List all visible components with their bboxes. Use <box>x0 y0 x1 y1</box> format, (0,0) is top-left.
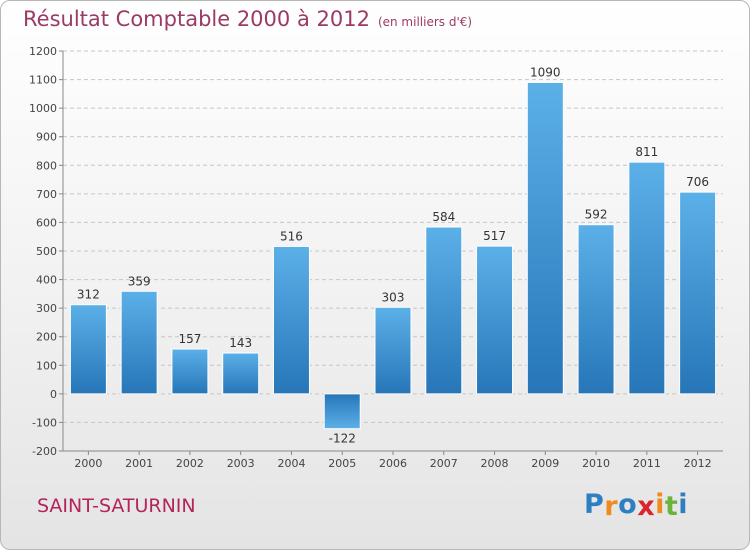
x-tick-label-2009: 2009 <box>531 457 559 470</box>
x-tick-label-2007: 2007 <box>430 457 458 470</box>
bar-2001[interactable] <box>120 290 158 395</box>
data-label-2011: 811 <box>635 145 658 159</box>
y-tick-label: 0 <box>50 388 57 401</box>
bar-2009[interactable] <box>526 81 564 395</box>
data-label-2007: 584 <box>432 210 455 224</box>
chart-subtitle: (en milliers d'€) <box>377 15 473 29</box>
x-tick-label-2008: 2008 <box>481 457 509 470</box>
bar-2011[interactable] <box>628 161 666 395</box>
x-tick-label-2011: 2011 <box>633 457 661 470</box>
chart-title-block: Résultat Comptable 2000 à 2012 (en millie… <box>23 7 472 31</box>
bar-2002[interactable] <box>171 348 209 395</box>
x-tick-label-2012: 2012 <box>684 457 712 470</box>
y-tick-label: 300 <box>36 302 57 315</box>
logo-letter: r <box>604 491 619 522</box>
x-tick-label-2000: 2000 <box>74 457 102 470</box>
logo-letter: P <box>584 489 605 520</box>
data-label-2004: 516 <box>280 229 303 243</box>
x-tick-label-2005: 2005 <box>328 457 356 470</box>
y-tick-label: 400 <box>36 274 57 287</box>
bar-2000[interactable] <box>69 304 107 395</box>
bar-2010[interactable] <box>577 224 615 395</box>
chart-title: Résultat Comptable 2000 à 2012 <box>23 7 370 31</box>
data-label-2012: 706 <box>686 175 709 189</box>
data-label-2005: -122 <box>329 432 356 446</box>
proxiti-logo[interactable]: Proxiti <box>584 489 689 522</box>
y-tick-label: 200 <box>36 331 57 344</box>
y-tick-label: 1100 <box>29 74 57 87</box>
bar-2003[interactable] <box>222 352 260 395</box>
y-tick-label: 100 <box>36 359 57 372</box>
data-label-2009: 1090 <box>530 65 561 79</box>
logo-letter: i <box>678 489 689 520</box>
logo-letter: x <box>637 491 656 522</box>
logo-letter: i <box>655 489 665 520</box>
data-label-2002: 157 <box>178 332 201 346</box>
data-label-2008: 517 <box>483 229 506 243</box>
bar-2004[interactable] <box>272 245 310 395</box>
y-tick-label: 1000 <box>29 102 57 115</box>
y-tick-label: -100 <box>32 416 57 429</box>
bar-2006[interactable] <box>374 306 412 395</box>
bar-2005[interactable] <box>323 393 361 430</box>
data-label-2001: 359 <box>128 274 151 288</box>
y-tick-label: -200 <box>32 445 57 458</box>
x-tick-label-2010: 2010 <box>582 457 610 470</box>
x-tick-label-2006: 2006 <box>379 457 407 470</box>
y-tick-label: 1200 <box>29 45 57 58</box>
data-label-2006: 303 <box>382 290 405 304</box>
logo-letter: t <box>664 491 679 522</box>
logo-letter: o <box>618 489 638 520</box>
bar-2012[interactable] <box>679 191 717 395</box>
y-tick-label: 500 <box>36 245 57 258</box>
x-tick-label-2003: 2003 <box>227 457 255 470</box>
x-tick-label-2004: 2004 <box>277 457 305 470</box>
x-tick-label-2001: 2001 <box>125 457 153 470</box>
y-tick-label: 600 <box>36 216 57 229</box>
y-tick-label: 800 <box>36 159 57 172</box>
y-tick-label: 900 <box>36 131 57 144</box>
data-label-2003: 143 <box>229 336 252 350</box>
data-label-2010: 592 <box>585 208 608 222</box>
y-tick-label: 700 <box>36 188 57 201</box>
town-name: SAINT-SATURNIN <box>37 495 196 517</box>
bar-2007[interactable] <box>425 226 463 395</box>
x-tick-label-2002: 2002 <box>176 457 204 470</box>
bar-2008[interactable] <box>476 245 514 395</box>
data-label-2000: 312 <box>77 288 100 302</box>
